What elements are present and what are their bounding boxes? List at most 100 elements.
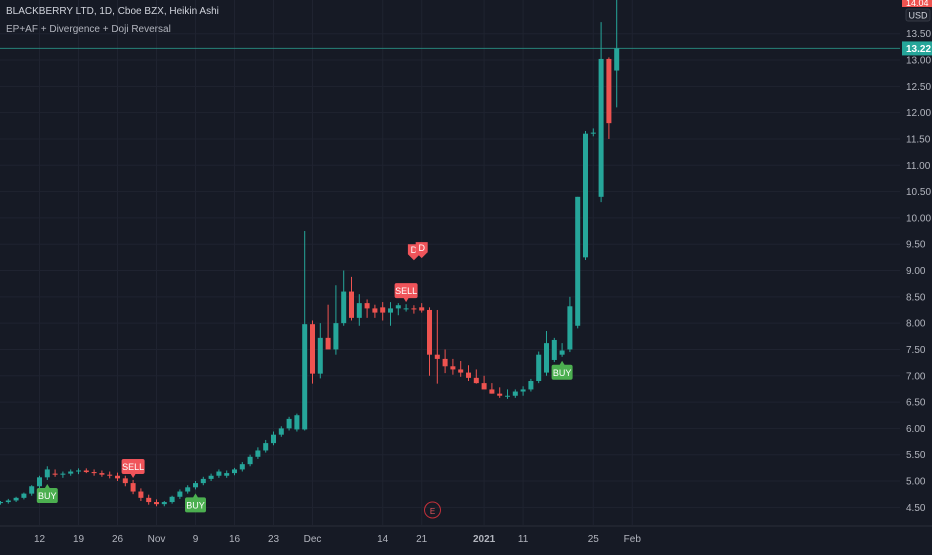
candle-body (169, 496, 175, 503)
price-tick-label: 10.50 (906, 187, 931, 198)
time-tick-label: 11 (518, 534, 529, 545)
buy-signal-pointer (44, 483, 51, 489)
candle-body (380, 307, 386, 313)
time-tick-label: Dec (304, 534, 322, 545)
sell-signal-label: SELL (395, 286, 417, 296)
candle-body (44, 469, 50, 478)
doji-signal-label: D (411, 245, 418, 255)
candles (0, 0, 620, 507)
candle-body (583, 133, 588, 258)
candle-body (544, 343, 549, 373)
currency-box[interactable] (905, 8, 931, 22)
candle-body (536, 354, 542, 382)
price-tick-label: 10.00 (906, 213, 931, 224)
candle-body (505, 395, 510, 397)
buy-signal-pointer (559, 360, 566, 366)
candle-body (427, 309, 432, 355)
candle-body (567, 306, 573, 350)
candle-body (310, 324, 315, 374)
candle-body (107, 474, 113, 476)
sell-signal[interactable] (394, 283, 418, 299)
price-tick-label: 11.50 (906, 134, 931, 145)
candle-body (13, 497, 19, 501)
buy-signal[interactable] (185, 497, 206, 513)
candle-body (232, 469, 237, 474)
time-tick-label: 16 (229, 534, 241, 545)
time-tick-label: 2021 (473, 534, 496, 545)
top-price-badge (902, 0, 932, 7)
candle-body (115, 475, 120, 479)
time-tick-label: Feb (624, 534, 642, 545)
candle-body (208, 475, 214, 479)
time-tick-label: 14 (377, 534, 389, 545)
candle-body (349, 291, 354, 318)
price-tick-label: 4.50 (906, 503, 926, 514)
price-tick-label: 5.00 (906, 477, 926, 488)
candle-body (185, 487, 191, 492)
buy-signal-label: BUY (186, 500, 205, 510)
candle-body (333, 323, 339, 350)
candle-body (598, 58, 604, 197)
last-price-tag-label: 13.22 (906, 44, 931, 55)
candle-body (278, 428, 284, 435)
candle-body (434, 354, 440, 359)
price-axis-bg (900, 0, 932, 550)
price-tick-label: 6.50 (906, 398, 926, 409)
candle-body (5, 500, 11, 503)
candle-body (481, 383, 487, 390)
candle-body (130, 483, 136, 492)
time-tick-label: 25 (588, 534, 600, 545)
price-tick-label: 7.00 (906, 371, 926, 382)
candle-body (247, 456, 253, 465)
doji-signal-label: D (418, 243, 425, 253)
candle-body (60, 473, 66, 475)
time-axis[interactable]: 12 19 26 Nov 9 16 23 Dec 14 21 2021 11 25 Feb (34, 534, 641, 545)
price-tick-label: 13.50 (906, 29, 931, 40)
candle-body (224, 473, 230, 476)
candle-body (286, 418, 292, 429)
candle-body (29, 486, 35, 494)
buy-signal[interactable] (36, 487, 58, 503)
buy-signal[interactable] (551, 364, 573, 380)
signals: BUY SELL BUY SELL D D BUY (36, 242, 573, 513)
candle-body (21, 493, 27, 498)
price-tick-label: 6.00 (906, 424, 926, 435)
candle-body (200, 478, 206, 484)
top-price-badge-label: 14.04 (906, 0, 929, 8)
candle-body (372, 308, 378, 313)
time-tick-label: 23 (268, 534, 280, 545)
time-tick-label: 12 (34, 534, 46, 545)
buy-signal-label: BUY (38, 491, 57, 501)
doji-reversal-signal[interactable] (415, 242, 428, 259)
symbol-title[interactable]: BLACKBERRY LTD, 1D, Cboe BZX, Heikin Ash… (6, 6, 219, 17)
price-tick-label: 9.00 (906, 266, 926, 277)
candle-body (551, 339, 557, 360)
candle-body (364, 303, 370, 309)
price-axis[interactable]: 4.50 5.00 5.50 6.00 6.50 7.00 7.50 8.00 8.50 9.00… (906, 29, 931, 514)
sell-signal-pointer (403, 297, 410, 303)
candle-body (512, 391, 518, 396)
candle-body (154, 502, 159, 505)
time-tick-label: 9 (193, 534, 199, 545)
candle-body (388, 308, 393, 313)
candle-body (450, 366, 456, 370)
candle-body (68, 471, 74, 474)
sell-signal-label: SELL (122, 462, 144, 472)
last-price-tag (902, 41, 932, 56)
candle-body (606, 58, 612, 124)
price-tick-label: 12.50 (906, 82, 931, 93)
candle-body (302, 324, 308, 430)
indicator-legend[interactable]: EP+AF + Divergence + Doji Reversal (6, 24, 171, 35)
sell-signal[interactable] (121, 458, 145, 474)
time-axis-bg (0, 526, 932, 551)
time-tick-label: 21 (416, 534, 428, 545)
candle-body (122, 478, 128, 484)
earnings-event-icon[interactable] (424, 501, 441, 519)
candle-body (590, 132, 596, 134)
candle-body (317, 337, 323, 374)
candle-body (520, 389, 526, 392)
price-tick-label: 7.50 (906, 345, 926, 356)
